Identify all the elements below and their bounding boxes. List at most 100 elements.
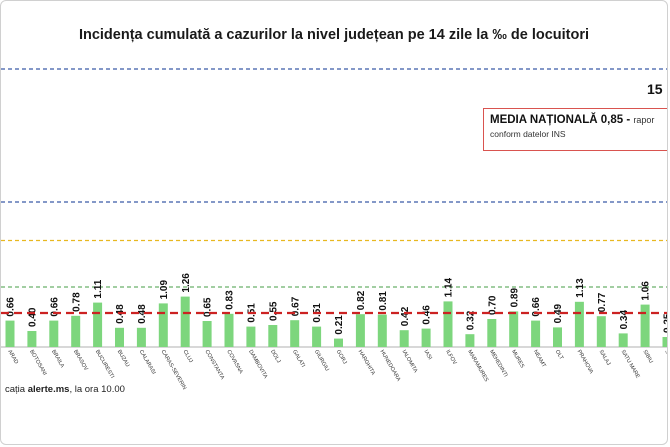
bar-satu mare bbox=[618, 333, 628, 347]
category-label-giurgiu: GIURGIU bbox=[313, 349, 330, 372]
category-label-iasi: IASI bbox=[422, 349, 433, 361]
value-label-mures: 0.89 bbox=[509, 287, 520, 307]
footer-site: alerte.ms bbox=[27, 384, 70, 395]
value-label-salaj: 0.77 bbox=[597, 292, 608, 312]
bar-caras-severin bbox=[158, 303, 168, 347]
category-label-constanta: CONSTANTA bbox=[203, 349, 225, 381]
category-label-ilfov: ILFOV bbox=[444, 349, 457, 366]
category-label-ialomita: IALOMITA bbox=[400, 349, 418, 374]
value-label-olt: 0.49 bbox=[553, 303, 564, 323]
value-label-hunedoara: 0.81 bbox=[378, 291, 389, 311]
chart-title: Incidența cumulată a cazurilor la nivel … bbox=[78, 27, 590, 43]
category-label-dolj: DOLJ bbox=[269, 349, 281, 364]
bar-salaj bbox=[596, 316, 606, 347]
category-label-salaj: SALAJ bbox=[598, 349, 612, 367]
bar-iasi bbox=[421, 328, 431, 347]
bar-cluj bbox=[180, 296, 190, 347]
category-label-sibiu: SIBIU bbox=[641, 349, 653, 364]
category-label-maramures: MARAMURES bbox=[466, 349, 489, 383]
national-average-value: 0,85 - bbox=[600, 114, 631, 126]
value-label-neamt: 0.66 bbox=[531, 297, 542, 317]
category-label-botosani: BOTOSANI bbox=[28, 349, 48, 377]
value-label-caras-severin: 1.09 bbox=[159, 279, 170, 299]
bar-covasna bbox=[224, 313, 234, 347]
value-label-ialomita: 0.42 bbox=[400, 306, 411, 326]
bar-ilfov bbox=[443, 301, 453, 347]
bar-sibiu bbox=[640, 304, 650, 347]
category-label-bucuresti: BUCURESTI bbox=[94, 349, 115, 380]
value-label-calarasi: 0.48 bbox=[137, 304, 148, 324]
value-label-sibiu: 1.06 bbox=[641, 281, 652, 301]
category-label-covasna: COVASNA bbox=[225, 349, 244, 375]
national-average-source: conform datelor INS bbox=[490, 129, 566, 139]
national-average-box: MEDIA NAȚIONALĂ 0,85 - rapor conform dat… bbox=[483, 108, 667, 151]
bar-prahova bbox=[574, 301, 584, 347]
bar-bucuresti bbox=[93, 302, 103, 347]
category-label-satu mare: SATU MARE bbox=[619, 349, 640, 380]
value-label-constanta: 0.65 bbox=[203, 297, 214, 317]
bar-suceava bbox=[662, 337, 667, 347]
value-label-dolj: 0.55 bbox=[268, 301, 279, 321]
bar-maramures bbox=[465, 334, 475, 347]
value-label-arad: 0.66 bbox=[6, 297, 17, 317]
bar-giurgiu bbox=[312, 326, 322, 347]
category-label-hunedoara: HUNEDOARA bbox=[379, 349, 402, 383]
bar-dambovita bbox=[246, 326, 256, 347]
category-label-harghita: HARGHITA bbox=[357, 349, 376, 377]
bar-gorj bbox=[334, 338, 343, 347]
value-label-braila: 0.66 bbox=[49, 297, 60, 317]
category-label-gorj: GORJ bbox=[335, 349, 348, 365]
footer-suffix: , la ora 10.00 bbox=[69, 384, 125, 395]
category-label-cluj: CLUJ bbox=[181, 349, 193, 364]
bar-olt bbox=[553, 327, 562, 347]
bar-neamt bbox=[531, 320, 541, 347]
bar-dolj bbox=[268, 325, 278, 347]
bar-galati bbox=[290, 320, 300, 347]
value-label-harghita: 0.82 bbox=[356, 290, 367, 310]
bar-brasov bbox=[71, 315, 81, 347]
category-label-braila: BRAILA bbox=[50, 349, 65, 369]
value-label-botosani: 0.40 bbox=[28, 307, 39, 327]
bar-constanta bbox=[202, 321, 212, 347]
bar-mehedinti bbox=[487, 319, 497, 347]
value-label-maramures: 0.32 bbox=[466, 310, 477, 330]
bar-ialomita bbox=[399, 330, 409, 347]
value-label-suceava: 0.25 bbox=[663, 313, 668, 333]
category-label-galati: GALATI bbox=[291, 349, 306, 369]
bar-hunedoara bbox=[377, 314, 387, 347]
footer-prefix: cația bbox=[5, 384, 28, 395]
national-average-label: MEDIA NAȚIONALĂ bbox=[490, 114, 598, 126]
category-label-calarasi: CALARASI bbox=[138, 349, 157, 376]
category-label-neamt: NEAMT bbox=[532, 349, 547, 369]
bar-arad bbox=[5, 320, 15, 347]
category-label-suceava: SUCEAVA bbox=[663, 349, 668, 374]
source-footer: cația alerte.ms, la ora 10.00 bbox=[5, 384, 125, 395]
value-label-brasov: 0.78 bbox=[71, 292, 82, 312]
value-label-mehedinti: 0.70 bbox=[487, 295, 498, 315]
value-label-cluj: 1.26 bbox=[181, 273, 192, 293]
bar-buzau bbox=[115, 327, 124, 347]
category-label-mehedinti: MEHEDINTI bbox=[488, 349, 509, 379]
bar-calarasi bbox=[136, 327, 146, 347]
date-label: 15 i bbox=[647, 81, 667, 97]
category-label-mures: MURES bbox=[510, 349, 525, 369]
category-label-buzau: BUZAU bbox=[116, 349, 131, 368]
value-label-satu mare: 0.34 bbox=[619, 309, 630, 329]
value-label-bucuresti: 1.11 bbox=[93, 279, 104, 298]
bar-botosani bbox=[27, 331, 37, 347]
bar-harghita bbox=[355, 314, 365, 347]
value-label-ilfov: 1.14 bbox=[444, 277, 455, 297]
category-label-dambovita: DAMBOVITA bbox=[247, 349, 268, 380]
category-label-arad: ARAD bbox=[6, 349, 19, 365]
category-label-prahova: PRAHOVA bbox=[576, 349, 595, 375]
category-label-caras-severin: CARAS-SEVERIN bbox=[160, 349, 188, 391]
bar-braila bbox=[49, 320, 59, 347]
value-label-covasna: 0.83 bbox=[225, 290, 236, 310]
value-label-iasi: 0.46 bbox=[422, 305, 433, 325]
value-label-gorj: 0.21 bbox=[334, 315, 345, 335]
bar-mures bbox=[509, 311, 519, 347]
category-label-olt: OLT bbox=[554, 349, 565, 361]
national-average-note: rapor bbox=[633, 115, 655, 125]
